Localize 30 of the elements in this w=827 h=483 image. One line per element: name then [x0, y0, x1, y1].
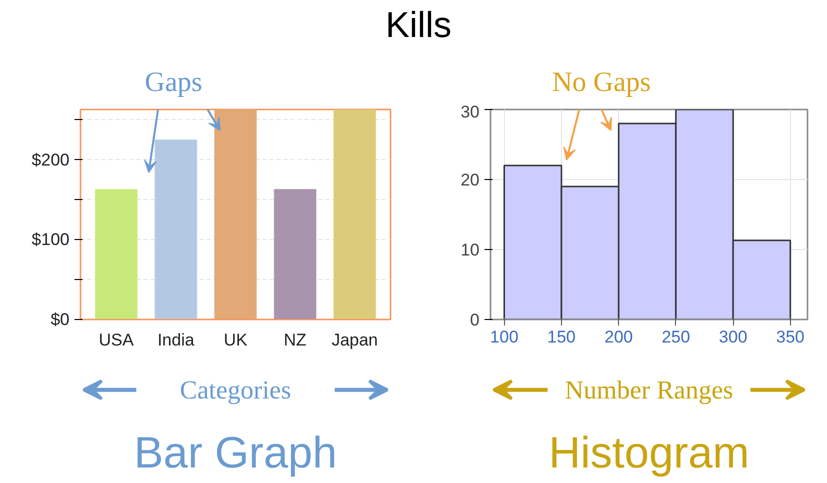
bar	[94, 188, 138, 320]
x-tick-label: UK	[224, 330, 248, 350]
x-axis-title: Categories	[180, 375, 292, 404]
bar	[154, 139, 198, 320]
bar	[333, 110, 376, 320]
y-tick-label: $100	[32, 230, 70, 250]
x-tick-label: 150	[547, 328, 576, 346]
x-tick-label: USA	[98, 330, 134, 350]
x-tick-label: 100	[490, 328, 518, 346]
y-tick-label: 30	[460, 102, 480, 122]
x-tick-label: NZ	[284, 330, 306, 350]
x-tick-label: Japan	[332, 330, 378, 350]
text: No Gaps	[552, 66, 651, 98]
x-tick-label: 250	[662, 328, 690, 346]
text: Bar Graph	[134, 428, 337, 478]
y-tick-label: 10	[460, 240, 480, 260]
text: Histogram	[548, 428, 750, 478]
bar	[274, 188, 316, 320]
x-tick-label: India	[157, 330, 195, 350]
y-tick-label: $200	[32, 150, 70, 170]
y-tick-label: 20	[460, 170, 480, 190]
y-tick-label: $0	[50, 310, 70, 329]
bar	[214, 110, 257, 320]
x-axis-title: Number Ranges	[564, 375, 734, 404]
x-tick-label: 300	[718, 328, 748, 346]
text: Kills	[385, 4, 452, 45]
x-tick-label: 200	[604, 328, 633, 346]
y-tick-label: 0	[470, 310, 480, 330]
x-tick-label: 350	[776, 328, 805, 346]
text: Gaps	[144, 66, 202, 98]
